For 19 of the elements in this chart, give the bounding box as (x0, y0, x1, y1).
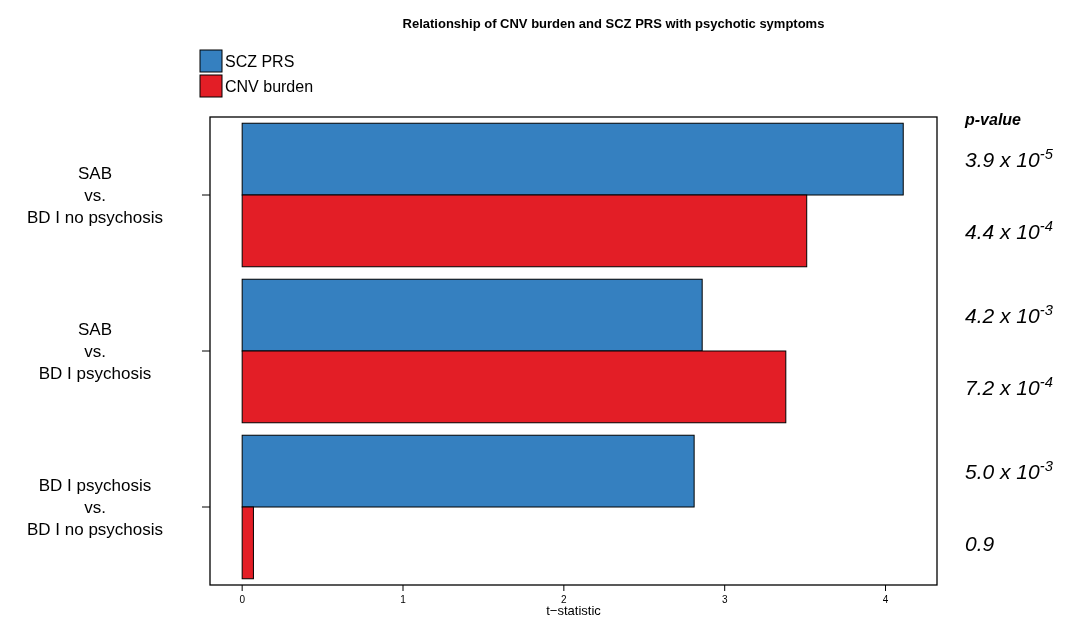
x-tick-label: 2 (561, 594, 568, 605)
text: 5.0 x 10$^{-3}$ (965, 458, 1054, 484)
text: 0.9 (965, 531, 995, 555)
legend-label: SCZ PRS (225, 53, 295, 70)
text: 4.2 x 10$^{-3}$ (965, 302, 1054, 328)
chart-title: Relationship of CNV burden and SCZ PRS with psychotic symptoms (402, 16, 825, 31)
x-tick-label: 4 (882, 594, 889, 605)
text: 4.4 x 10$^{-4}$ (965, 217, 1053, 243)
y-tick-label: BD I psychosis vs. BD I no psychosis (26, 476, 164, 539)
x-axis-title: t−statistic (546, 603, 602, 618)
text: p-value (964, 111, 1022, 128)
x-tick-label: 3 (721, 594, 728, 605)
text: 3.9 x 10$^{-5}$ (965, 146, 1054, 172)
text: 7.2 x 10$^{-4}$ (965, 373, 1053, 399)
x-tick-label: 1 (400, 594, 407, 605)
y-tick-label: SAB vs. BD I psychosis (38, 320, 152, 383)
x-tick-label: 0 (239, 594, 246, 605)
legend-label: CNV burden (225, 78, 314, 95)
y-tick-label: SAB vs. BD I no psychosis (26, 164, 164, 227)
